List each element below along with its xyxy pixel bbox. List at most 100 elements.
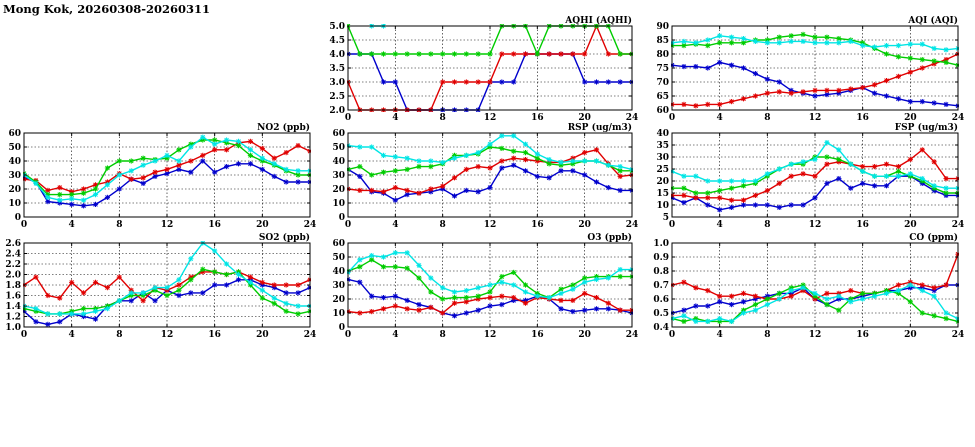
- red-data-point: [693, 103, 699, 109]
- x-tick-label: 20: [578, 330, 591, 340]
- blue-data-point: [681, 307, 687, 313]
- y-tick-label: 1.6: [5, 292, 21, 302]
- green-data-point: [404, 265, 410, 271]
- x-tick-label: 20: [256, 220, 269, 230]
- blue-data-point: [534, 173, 540, 179]
- y-tick-label: 40: [332, 267, 345, 277]
- green-data-point: [617, 51, 623, 57]
- blue-data-point: [883, 183, 890, 189]
- x-tick-label: 12: [809, 220, 822, 230]
- y-tick-label: 50: [332, 143, 345, 153]
- blue-data-point: [487, 185, 493, 191]
- cyan-data-point: [499, 0, 504, 1]
- cyan-data-point: [812, 40, 818, 46]
- cyan-data-point: [212, 248, 218, 254]
- blue-data-point: [824, 92, 830, 98]
- cyan-data-point: [511, 133, 517, 139]
- green-data-point: [895, 54, 902, 60]
- blue-data-point: [740, 299, 747, 305]
- o3-panel: 0 4 8 12 16 20 24 0 10 20 30 40 50 60 O3 (ppb): [332, 232, 638, 340]
- cyan-data-point: [247, 279, 254, 285]
- cyan-data-point: [116, 298, 122, 304]
- y-tick-label: 85: [656, 36, 669, 46]
- blue-data-point: [295, 179, 301, 185]
- blue-data-point: [69, 201, 75, 207]
- red-data-point: [247, 274, 254, 280]
- cyan-data-point: [764, 40, 770, 46]
- green-data-point: [895, 168, 902, 174]
- green-data-point: [511, 148, 517, 154]
- cyan-data-point: [69, 311, 75, 317]
- cyan-data-point: [558, 159, 564, 165]
- green-data-point: [681, 318, 687, 324]
- red-data-point: [369, 309, 375, 315]
- cyan-data-point: [476, 0, 481, 1]
- blue-data-point: [404, 192, 410, 198]
- x-tick-label: 8: [440, 330, 446, 340]
- red-data-point: [605, 51, 611, 57]
- x-tick-label: 20: [904, 330, 917, 340]
- red-data-point: [416, 307, 422, 313]
- cyan-data-point: [728, 178, 735, 184]
- red-data-point: [522, 300, 529, 306]
- green-data-point: [440, 296, 446, 302]
- blue-data-point: [176, 292, 182, 299]
- y-tick-label: 70: [656, 78, 669, 88]
- y-tick-label: 10: [656, 201, 669, 211]
- blue-data-point: [728, 302, 735, 308]
- fsp-panel: 0 4 8 12 16 20 24 5 10 15 20 25 30 35 40 FSP (ug/m3): [656, 122, 964, 230]
- red-data-point: [451, 79, 458, 85]
- red-data-point: [104, 285, 111, 291]
- red-data-point: [487, 79, 493, 85]
- red-data-point: [860, 164, 866, 170]
- green-data-point: [357, 51, 363, 57]
- cyan-data-point: [369, 253, 375, 259]
- red-data-point: [92, 279, 99, 285]
- green-data-point: [717, 188, 723, 194]
- red-data-point: [283, 150, 289, 156]
- green-data-point: [416, 51, 422, 57]
- green-data-point: [499, 274, 505, 280]
- cyan-data-point: [919, 41, 925, 47]
- y-tick-label: 10: [8, 199, 21, 209]
- blue-data-point: [33, 319, 39, 325]
- green-data-point: [80, 190, 87, 196]
- green-data-point: [428, 289, 434, 295]
- cyan-data-point: [617, 164, 623, 170]
- blue-data-point: [451, 313, 458, 319]
- red-data-point: [788, 173, 794, 179]
- y-tick-label: 1.4: [5, 302, 21, 312]
- cyan-data-point: [836, 40, 842, 46]
- y-tick-label: 2.4: [5, 250, 21, 260]
- red-data-point: [80, 290, 87, 296]
- cyan-data-point: [848, 38, 854, 44]
- cyan-data-point: [499, 133, 505, 139]
- cyan-data-point: [594, 0, 599, 1]
- x-tick-label: 0: [669, 330, 675, 340]
- blue-data-point: [605, 185, 611, 191]
- red-data-point: [259, 145, 265, 151]
- cyan-data-point: [522, 141, 529, 147]
- cyan-data-point: [605, 162, 611, 168]
- green-data-point: [69, 192, 75, 198]
- green-data-point: [283, 308, 289, 314]
- blue-data-point: [283, 290, 289, 296]
- red-data-point: [416, 190, 422, 196]
- cyan-data-point: [693, 318, 699, 324]
- y-tick-label: 65: [656, 92, 669, 102]
- green-data-point: [404, 166, 410, 172]
- green-data-point: [428, 164, 434, 170]
- blue-data-point: [357, 279, 363, 285]
- cyan-data-point: [681, 38, 687, 44]
- green-data-point: [776, 34, 782, 40]
- x-tick-label: 20: [578, 113, 591, 123]
- y-tick-label: 60: [332, 239, 345, 249]
- blue-data-point: [499, 302, 505, 308]
- blue-data-point: [593, 306, 600, 312]
- cyan-data-point: [223, 137, 230, 143]
- red-data-point: [717, 293, 723, 299]
- cyan-data-point: [80, 197, 87, 203]
- red-data-point: [617, 307, 623, 313]
- red-data-point: [451, 300, 458, 306]
- cyan-data-point: [943, 310, 949, 316]
